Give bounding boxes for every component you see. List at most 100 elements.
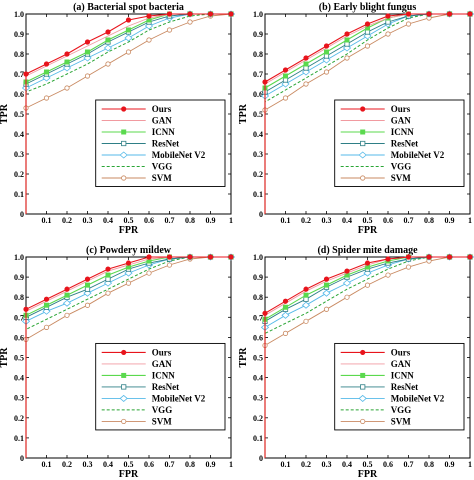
data-point [303, 55, 309, 61]
x-tick-label: 0.5 [363, 216, 373, 225]
y-tick-label: 0.3 [14, 150, 24, 159]
data-point [364, 260, 371, 266]
data-point [344, 31, 350, 37]
y-tick-label: 0.8 [14, 293, 24, 302]
legend-label: ICNN [391, 370, 415, 380]
series-ours [23, 11, 234, 214]
data-point [64, 51, 70, 57]
data-point [43, 69, 49, 75]
y-tick-label: 0.9 [14, 273, 24, 282]
x-tick-label: 0.2 [62, 216, 72, 225]
data-point [323, 276, 330, 282]
legend-marker [360, 175, 366, 181]
x-axis-label: FPR [119, 469, 139, 480]
legend-label: Ours [152, 347, 172, 357]
x-tick-label: 0.2 [301, 460, 311, 469]
x-tick-label: 0.4 [342, 216, 352, 225]
legend-marker [121, 140, 127, 147]
legend-label: VGG [391, 162, 412, 172]
legend-marker [360, 129, 366, 135]
data-point [323, 49, 329, 55]
y-tick-label: 1.0 [14, 253, 24, 262]
x-axis-label: FPR [358, 469, 378, 480]
x-tick-label: 0.7 [165, 460, 175, 469]
legend-marker [121, 175, 127, 181]
data-point [64, 292, 70, 298]
y-tick-label: 0 [259, 210, 263, 219]
data-point [43, 302, 49, 308]
legend-marker [121, 384, 127, 390]
x-tick-label: 0.1 [42, 460, 52, 469]
legend-marker [121, 418, 127, 425]
legend-label: SVM [391, 173, 412, 183]
data-point [303, 318, 309, 324]
data-point [84, 73, 91, 79]
legend-marker [360, 384, 366, 390]
y-tick-label: 0.3 [253, 394, 263, 403]
y-tick-label: 0.3 [14, 394, 24, 403]
x-tick-label: 0.8 [185, 216, 195, 225]
data-point [23, 306, 29, 312]
y-tick-label: 0.1 [14, 434, 24, 443]
data-point [228, 254, 234, 260]
legend-marker [360, 418, 366, 425]
y-tick-label: 0.4 [253, 130, 263, 139]
data-point [124, 34, 133, 42]
legend-label: MobileNet V2 [152, 393, 206, 403]
data-point [62, 299, 72, 307]
data-point [105, 37, 111, 43]
data-point [303, 61, 309, 67]
y-tick-label: 0.4 [253, 374, 263, 383]
y-tick-label: 0.6 [253, 90, 263, 99]
chart-title: (d) Spider mite damage [317, 245, 418, 256]
data-point [125, 17, 132, 23]
x-tick-label: 0.8 [424, 460, 434, 469]
data-point [126, 27, 132, 33]
y-tick-label: 0.7 [14, 313, 24, 322]
data-point [146, 37, 152, 43]
x-tick-label: 0.3 [322, 460, 332, 469]
data-point [166, 262, 173, 268]
data-point [105, 290, 111, 296]
legend-marker [119, 394, 128, 402]
data-point [84, 39, 91, 45]
legend-label: MobileNet V2 [391, 150, 445, 160]
legend-label: ICNN [391, 127, 415, 137]
data-point [301, 301, 311, 309]
legend-label: MobileNet V2 [152, 150, 206, 160]
x-tick-label: 1 [468, 460, 472, 469]
x-tick-label: 0.9 [445, 460, 455, 469]
chart-panel-4: (d) Spider mite damage 0 0.1 0.2 0.3 0.4 0.5 0.… [238, 245, 474, 480]
y-tick-label: 0 [20, 454, 24, 463]
data-point [364, 43, 371, 49]
legend-label: VGG [152, 162, 173, 172]
legend-marker [121, 349, 127, 356]
legend-label: SVM [152, 173, 173, 183]
chart-panel-3: (c) Powdery mildew 0 0.1 0.2 0.3 0.4 0.5 0.6 0.7… [0, 245, 236, 480]
x-tick-label: 1 [468, 216, 472, 225]
data-point [467, 254, 473, 260]
x-tick-label: 0.8 [185, 460, 195, 469]
data-point [344, 268, 350, 274]
x-tick-label: 0.8 [424, 216, 434, 225]
data-point [84, 276, 91, 282]
data-point [105, 266, 111, 272]
data-point [303, 286, 309, 292]
data-point [303, 292, 309, 298]
data-point [64, 312, 70, 318]
data-point [446, 11, 453, 17]
y-axis-label: TPR [0, 347, 10, 368]
y-tick-label: 0.2 [253, 414, 263, 423]
data-point [405, 11, 412, 17]
series-ours [262, 11, 473, 214]
legend-label: Ours [391, 104, 411, 114]
y-axis-label: TPR [238, 103, 249, 124]
data-point [467, 11, 473, 17]
y-tick-label: 1.0 [253, 253, 263, 262]
data-point [125, 280, 132, 286]
data-point [426, 254, 432, 260]
data-point [282, 298, 289, 304]
data-point [282, 67, 289, 73]
